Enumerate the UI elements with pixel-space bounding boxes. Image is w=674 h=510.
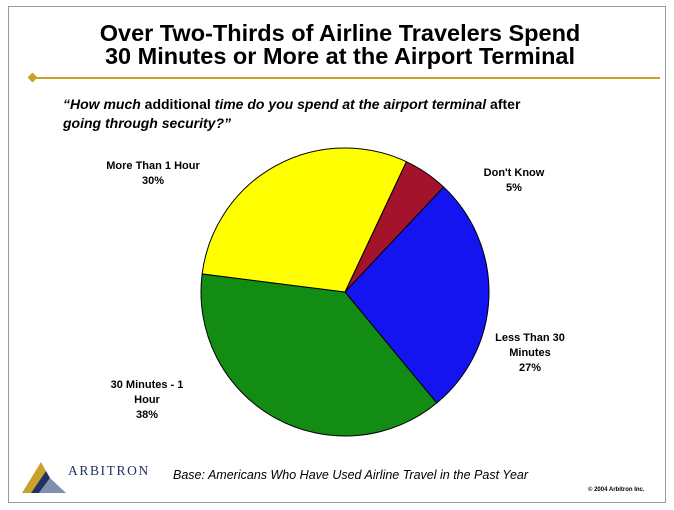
question-part-1: “How much [63,96,141,112]
slice-label-line: 5% [506,182,522,194]
slide-title: Over Two-Thirds of Airline Travelers Spe… [60,20,620,69]
title-underline [32,77,660,79]
slice-label-line: 30 Minutes - 1 [110,379,184,391]
slide-frame [8,6,666,503]
arbitron-logo-text: ARBITRON [68,463,150,478]
title-line-1: Over Two-Thirds of Airline Travelers Spe… [99,20,581,46]
slice-label-more-than-hour: More Than 1 Hour 30% [83,159,223,189]
slice-label-line: More Than 1 Hour [106,160,200,172]
question-part-3: time do you spend at the airport termina… [214,96,487,112]
slice-label-line: Don't Know [483,167,545,179]
question-part-2: additional [140,96,215,112]
survey-question: “How much additional time do you spend a… [63,95,623,133]
question-part-5: going through security?” [63,115,231,131]
pie-slice-2 [200,273,438,437]
base-note: Base: Americans Who Have Used Airline Tr… [173,468,529,482]
question-part-4: after [486,96,521,112]
slice-label-line: 30% [141,175,165,187]
slice-label-line: Less Than 30 [495,332,565,344]
pie-slice-1 [344,186,490,404]
copyright: © 2004 Arbitron Inc. [588,487,645,493]
slice-label-line: 27% [518,362,542,374]
title-line-2: 30 Minutes or More at the Airport Termin… [104,43,576,69]
pie-slice-3 [201,147,408,293]
slice-label-line: Minutes [509,347,551,359]
slice-label-30-to-60: 30 Minutes - 1 Hour 38% [92,378,202,423]
slice-label-dont-know: Don't Know 5% [466,166,562,196]
slice-label-line: 38% [135,409,159,421]
slice-label-less-than-30: Less Than 30 Minutes 27% [478,331,582,376]
slice-label-line: Hour [134,394,160,406]
arbitron-logo-icon [22,462,66,493]
